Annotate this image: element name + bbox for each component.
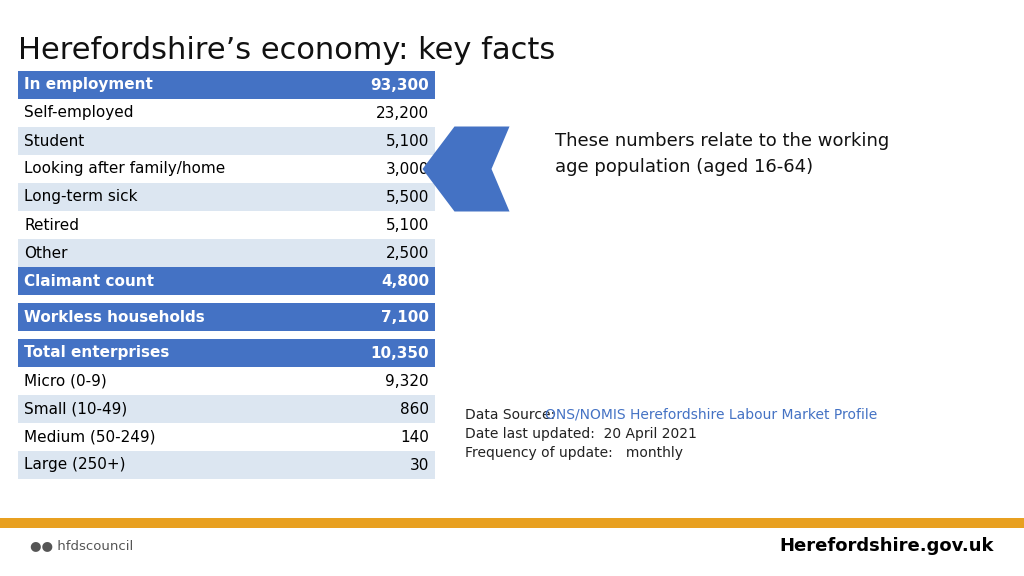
Text: 5,500: 5,500 bbox=[386, 190, 429, 204]
Text: 860: 860 bbox=[400, 401, 429, 416]
Bar bbox=[18, 127, 310, 155]
Text: Workless households: Workless households bbox=[24, 309, 205, 324]
Text: 2,500: 2,500 bbox=[386, 245, 429, 260]
Text: 3,000: 3,000 bbox=[385, 161, 429, 176]
Text: 93,300: 93,300 bbox=[371, 78, 429, 93]
Text: Other: Other bbox=[24, 245, 68, 260]
Text: ONS/NOMIS Herefordshire Labour Market Profile: ONS/NOMIS Herefordshire Labour Market Pr… bbox=[545, 408, 878, 422]
Text: 7,100: 7,100 bbox=[381, 309, 429, 324]
Text: ●● hfdscouncil: ●● hfdscouncil bbox=[30, 540, 133, 552]
Text: Frequency of update:   monthly: Frequency of update: monthly bbox=[465, 446, 683, 460]
Bar bbox=[310, 155, 435, 183]
Text: Small (10-49): Small (10-49) bbox=[24, 401, 127, 416]
Bar bbox=[18, 155, 310, 183]
Bar bbox=[310, 395, 435, 423]
Text: Herefordshire.gov.uk: Herefordshire.gov.uk bbox=[779, 537, 994, 555]
Bar bbox=[310, 267, 435, 295]
Bar bbox=[310, 303, 435, 331]
Bar bbox=[18, 423, 310, 451]
Text: These numbers relate to the working
age population (aged 16-64): These numbers relate to the working age … bbox=[555, 132, 889, 176]
Bar bbox=[310, 211, 435, 239]
Text: Micro (0-9): Micro (0-9) bbox=[24, 373, 106, 388]
Bar bbox=[310, 127, 435, 155]
Bar bbox=[18, 71, 310, 99]
Text: 140: 140 bbox=[400, 430, 429, 445]
Bar bbox=[310, 183, 435, 211]
Bar bbox=[310, 339, 435, 367]
Text: Large (250+): Large (250+) bbox=[24, 457, 126, 472]
Text: 5,100: 5,100 bbox=[386, 134, 429, 149]
Bar bbox=[310, 71, 435, 99]
Text: 5,100: 5,100 bbox=[386, 218, 429, 233]
Bar bbox=[18, 99, 310, 127]
Bar bbox=[18, 339, 310, 367]
Bar bbox=[18, 211, 310, 239]
Text: In employment: In employment bbox=[24, 78, 153, 93]
Text: 10,350: 10,350 bbox=[371, 346, 429, 361]
Bar bbox=[310, 239, 435, 267]
Bar bbox=[18, 183, 310, 211]
Text: 23,200: 23,200 bbox=[376, 105, 429, 120]
Text: Claimant count: Claimant count bbox=[24, 274, 154, 289]
Bar bbox=[18, 451, 310, 479]
Text: 30: 30 bbox=[410, 457, 429, 472]
Bar bbox=[310, 423, 435, 451]
Text: Total enterprises: Total enterprises bbox=[24, 346, 169, 361]
Bar bbox=[18, 267, 310, 295]
Text: Student: Student bbox=[24, 134, 84, 149]
Text: Date last updated:  20 April 2021: Date last updated: 20 April 2021 bbox=[465, 427, 697, 441]
Text: Herefordshire’s economy: key facts: Herefordshire’s economy: key facts bbox=[18, 36, 555, 65]
Bar bbox=[18, 303, 310, 331]
Text: Self-employed: Self-employed bbox=[24, 105, 133, 120]
Polygon shape bbox=[423, 127, 510, 211]
Bar bbox=[18, 367, 310, 395]
Text: Long-term sick: Long-term sick bbox=[24, 190, 137, 204]
Text: 9,320: 9,320 bbox=[385, 373, 429, 388]
Bar bbox=[18, 239, 310, 267]
Text: Data Source:: Data Source: bbox=[465, 408, 564, 422]
Bar bbox=[310, 367, 435, 395]
Bar bbox=[310, 451, 435, 479]
Text: 4,800: 4,800 bbox=[381, 274, 429, 289]
Bar bbox=[18, 395, 310, 423]
Bar bbox=[310, 99, 435, 127]
Text: Medium (50-249): Medium (50-249) bbox=[24, 430, 156, 445]
Bar bbox=[0, 518, 1024, 528]
Text: Looking after family/home: Looking after family/home bbox=[24, 161, 225, 176]
Text: Retired: Retired bbox=[24, 218, 79, 233]
